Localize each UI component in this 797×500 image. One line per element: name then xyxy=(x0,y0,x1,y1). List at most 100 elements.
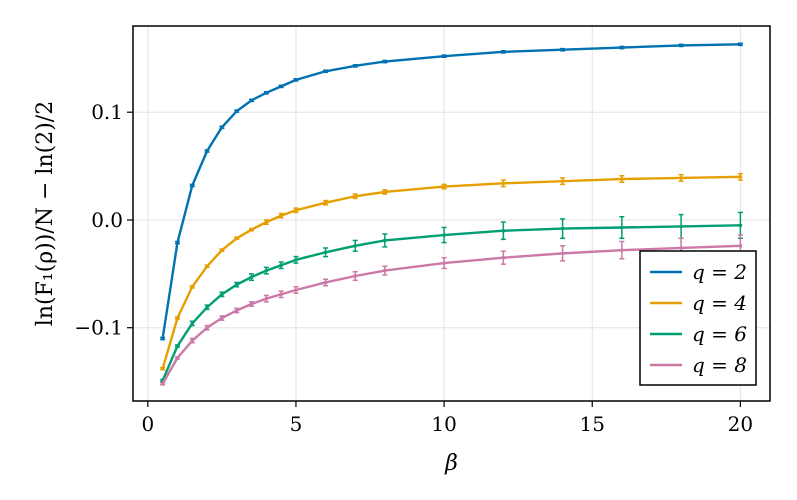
data-point xyxy=(160,381,165,386)
data-point xyxy=(175,344,180,348)
data-point xyxy=(264,91,269,95)
data-point xyxy=(353,64,358,68)
x-tick-label: 20 xyxy=(728,412,753,436)
legend-box xyxy=(639,250,757,386)
plot-frame xyxy=(132,25,771,402)
legend-label: q = 4 xyxy=(692,291,747,315)
data-point xyxy=(679,246,683,250)
data-point xyxy=(160,366,165,371)
data-point xyxy=(738,244,743,248)
data-point xyxy=(323,69,328,74)
data-point xyxy=(442,184,446,189)
data-point xyxy=(264,296,269,301)
data-point xyxy=(220,292,224,297)
series-q-4 xyxy=(160,172,743,371)
data-point xyxy=(738,175,743,179)
y-tick-label: −0.1 xyxy=(74,316,123,340)
data-point xyxy=(738,42,743,47)
data-point xyxy=(501,181,506,186)
data-point xyxy=(323,200,328,205)
data-point xyxy=(279,292,283,297)
data-point xyxy=(279,84,283,89)
data-point xyxy=(294,288,298,292)
y-tick-label: 0.1 xyxy=(91,100,123,124)
data-point xyxy=(190,284,195,289)
data-point xyxy=(279,263,283,268)
data-point xyxy=(383,59,387,64)
legend-label: q = 6 xyxy=(692,322,747,346)
data-point xyxy=(234,308,239,313)
data-point xyxy=(205,149,209,153)
data-point xyxy=(383,190,387,194)
x-tick-label: 0 xyxy=(141,412,154,436)
x-axis-label: β xyxy=(444,451,458,476)
data-point xyxy=(175,316,180,320)
data-point xyxy=(442,261,446,265)
series-q-6 xyxy=(160,211,743,383)
data-point xyxy=(234,236,239,241)
data-point xyxy=(323,280,328,285)
data-point xyxy=(249,275,254,279)
data-point xyxy=(205,325,209,330)
data-point xyxy=(205,264,209,269)
data-point xyxy=(234,282,239,287)
data-point xyxy=(323,250,328,255)
data-point xyxy=(294,78,298,82)
data-point xyxy=(383,268,387,273)
data-point xyxy=(679,43,683,48)
data-point xyxy=(279,213,283,218)
axis-ticks: 0 5 10 15 20 −0.1 0.0 0.1 xyxy=(74,100,753,436)
data-point xyxy=(353,194,358,199)
x-tick-label: 10 xyxy=(431,412,456,436)
data-point xyxy=(560,251,565,256)
data-point xyxy=(501,50,506,54)
x-tick-label: 15 xyxy=(580,412,605,436)
data-point xyxy=(220,248,224,252)
legend-label: q = 2 xyxy=(692,260,747,284)
data-point xyxy=(220,316,224,320)
series-q-8 xyxy=(160,234,743,386)
data-point xyxy=(234,109,239,113)
data-point xyxy=(442,233,446,237)
data-point xyxy=(501,255,506,260)
data-point xyxy=(620,177,624,181)
data-point xyxy=(353,274,358,278)
data-point xyxy=(560,226,565,231)
data-point xyxy=(190,321,195,326)
data-point xyxy=(620,45,624,50)
data-point xyxy=(294,208,298,213)
y-tick-label: 0.0 xyxy=(91,208,123,232)
data-point xyxy=(383,238,387,243)
data-point xyxy=(738,223,743,228)
data-point xyxy=(205,305,209,310)
data-point xyxy=(679,224,683,229)
data-point xyxy=(442,54,446,58)
data-point xyxy=(249,98,254,103)
data-point xyxy=(501,228,506,233)
data-point xyxy=(190,338,195,343)
series-q-2 xyxy=(160,42,743,341)
data-point xyxy=(220,125,224,130)
data-point xyxy=(175,240,180,245)
series-layer xyxy=(160,42,743,386)
data-point xyxy=(175,356,180,360)
data-point xyxy=(160,336,165,341)
data-point xyxy=(190,183,195,188)
data-point xyxy=(620,248,624,252)
legend-label: q = 8 xyxy=(692,353,747,377)
data-point xyxy=(353,244,358,248)
data-point xyxy=(294,258,298,262)
data-point xyxy=(249,302,254,306)
data-point xyxy=(679,176,683,180)
x-tick-label: 5 xyxy=(290,412,303,436)
y-axis-label: ln(F₁(ρ))/N − ln(2)/2 xyxy=(33,101,58,326)
data-point xyxy=(560,179,565,183)
data-point xyxy=(249,227,254,232)
data-point xyxy=(264,268,269,273)
data-point xyxy=(264,220,269,224)
data-point xyxy=(560,47,565,52)
data-point xyxy=(620,225,624,230)
legend: q = 2 q = 4 q = 6 q = 8 xyxy=(639,250,757,386)
